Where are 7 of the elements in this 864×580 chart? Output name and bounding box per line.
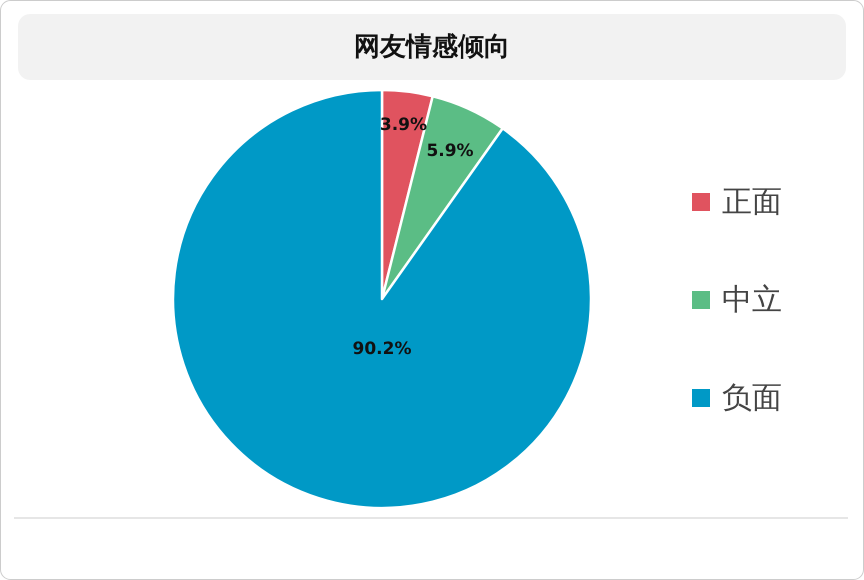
legend-label: 中立 — [722, 282, 782, 318]
legend-label: 负面 — [722, 380, 782, 416]
data-label: 90.2% — [352, 339, 412, 360]
chart-title: 网友情感倾向 — [354, 32, 510, 62]
data-label: 5.9% — [426, 140, 474, 161]
pie-slice — [172, 88, 592, 509]
legend-label: 正面 — [722, 184, 782, 220]
